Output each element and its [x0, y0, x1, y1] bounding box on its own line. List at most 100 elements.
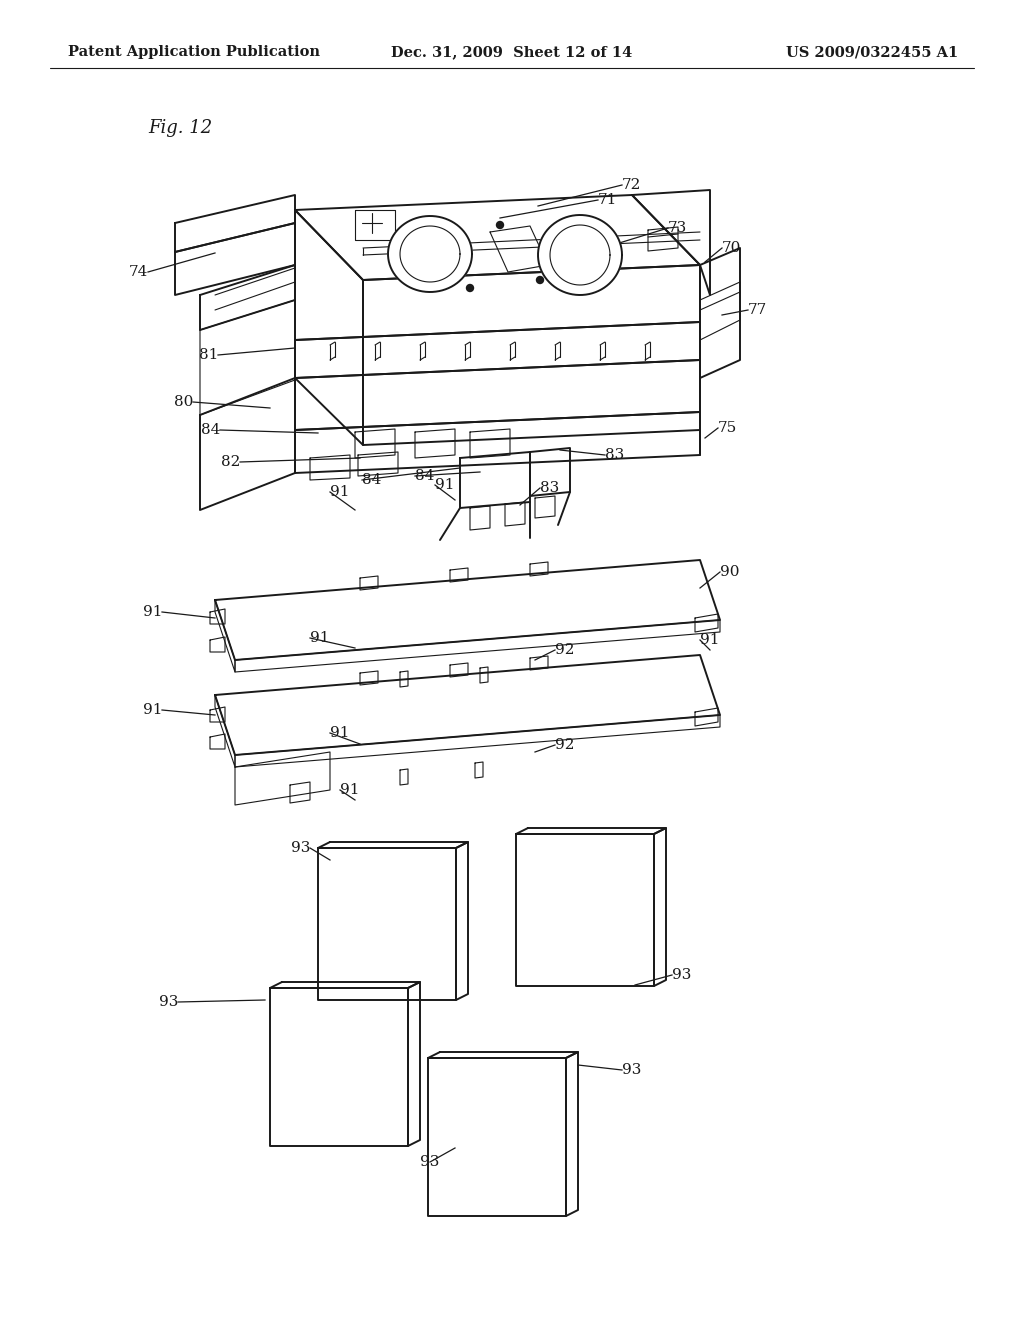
Text: 91: 91 [435, 478, 455, 492]
Polygon shape [360, 576, 378, 590]
Polygon shape [215, 601, 234, 672]
Polygon shape [530, 447, 570, 496]
Polygon shape [538, 215, 622, 294]
Polygon shape [654, 828, 666, 986]
Polygon shape [530, 656, 548, 671]
Polygon shape [210, 638, 225, 652]
Text: 82: 82 [220, 455, 240, 469]
Text: 71: 71 [598, 193, 617, 207]
Polygon shape [295, 322, 700, 378]
Text: 91: 91 [330, 484, 349, 499]
Text: 92: 92 [555, 643, 574, 657]
Polygon shape [450, 568, 468, 582]
Text: 77: 77 [748, 304, 767, 317]
Text: 80: 80 [174, 395, 193, 409]
Polygon shape [535, 496, 555, 517]
Polygon shape [450, 663, 468, 677]
Polygon shape [355, 429, 395, 458]
Polygon shape [210, 609, 225, 624]
Polygon shape [318, 842, 468, 847]
Polygon shape [215, 696, 234, 767]
Text: Fig. 12: Fig. 12 [148, 119, 212, 137]
Polygon shape [632, 190, 710, 294]
Polygon shape [480, 667, 488, 682]
Polygon shape [295, 412, 700, 473]
Circle shape [497, 222, 504, 228]
Polygon shape [175, 195, 295, 252]
Text: 70: 70 [722, 242, 741, 255]
Text: 91: 91 [142, 605, 162, 619]
Text: 93: 93 [622, 1063, 641, 1077]
Polygon shape [695, 614, 718, 632]
Text: 84: 84 [415, 469, 434, 483]
Polygon shape [475, 762, 483, 777]
Polygon shape [200, 378, 295, 510]
Text: 84: 84 [201, 422, 220, 437]
Text: 73: 73 [668, 220, 687, 235]
Text: 81: 81 [199, 348, 218, 362]
Text: Patent Application Publication: Patent Application Publication [68, 45, 319, 59]
Text: 91: 91 [700, 634, 720, 647]
Polygon shape [490, 226, 548, 272]
Polygon shape [700, 248, 740, 378]
Text: Dec. 31, 2009  Sheet 12 of 14: Dec. 31, 2009 Sheet 12 of 14 [391, 45, 633, 59]
Polygon shape [200, 265, 295, 330]
Text: 83: 83 [605, 447, 625, 462]
Circle shape [537, 276, 544, 284]
Polygon shape [234, 620, 720, 672]
Polygon shape [695, 708, 718, 726]
Polygon shape [516, 834, 654, 986]
Polygon shape [362, 265, 700, 445]
Polygon shape [470, 429, 510, 458]
Polygon shape [428, 1059, 566, 1216]
Polygon shape [456, 842, 468, 1001]
Polygon shape [428, 1052, 578, 1059]
Polygon shape [215, 560, 720, 660]
Polygon shape [310, 455, 350, 480]
Polygon shape [360, 671, 378, 685]
Polygon shape [700, 282, 740, 341]
Polygon shape [318, 847, 456, 1001]
Polygon shape [415, 429, 455, 458]
Polygon shape [460, 451, 530, 508]
Polygon shape [566, 1052, 578, 1216]
Text: 93: 93 [420, 1155, 439, 1170]
Polygon shape [295, 210, 362, 445]
Text: 91: 91 [330, 726, 349, 741]
Polygon shape [400, 671, 408, 686]
Polygon shape [175, 223, 295, 294]
Circle shape [467, 285, 473, 292]
Text: 72: 72 [622, 178, 641, 191]
Polygon shape [355, 210, 395, 240]
Text: US 2009/0322455 A1: US 2009/0322455 A1 [785, 45, 958, 59]
Polygon shape [505, 502, 525, 525]
Text: 90: 90 [720, 565, 739, 579]
Text: 91: 91 [310, 631, 330, 645]
Polygon shape [295, 195, 700, 280]
Polygon shape [358, 451, 398, 477]
Polygon shape [234, 752, 330, 805]
Polygon shape [234, 715, 720, 767]
Polygon shape [408, 982, 420, 1146]
Polygon shape [400, 770, 408, 785]
Polygon shape [530, 562, 548, 576]
Text: 92: 92 [555, 738, 574, 752]
Text: 74: 74 [129, 265, 148, 279]
Text: 93: 93 [159, 995, 178, 1008]
Polygon shape [295, 360, 700, 430]
Text: 91: 91 [340, 783, 359, 797]
Polygon shape [270, 987, 408, 1146]
Text: 93: 93 [672, 968, 691, 982]
Polygon shape [470, 506, 490, 531]
Text: 75: 75 [718, 421, 737, 436]
Polygon shape [388, 216, 472, 292]
Polygon shape [200, 300, 295, 414]
Polygon shape [290, 781, 310, 803]
Polygon shape [210, 734, 225, 748]
Text: 83: 83 [540, 480, 559, 495]
Polygon shape [270, 982, 420, 987]
Polygon shape [210, 708, 225, 722]
Text: 91: 91 [142, 704, 162, 717]
Text: 84: 84 [362, 473, 381, 487]
Polygon shape [516, 828, 666, 834]
